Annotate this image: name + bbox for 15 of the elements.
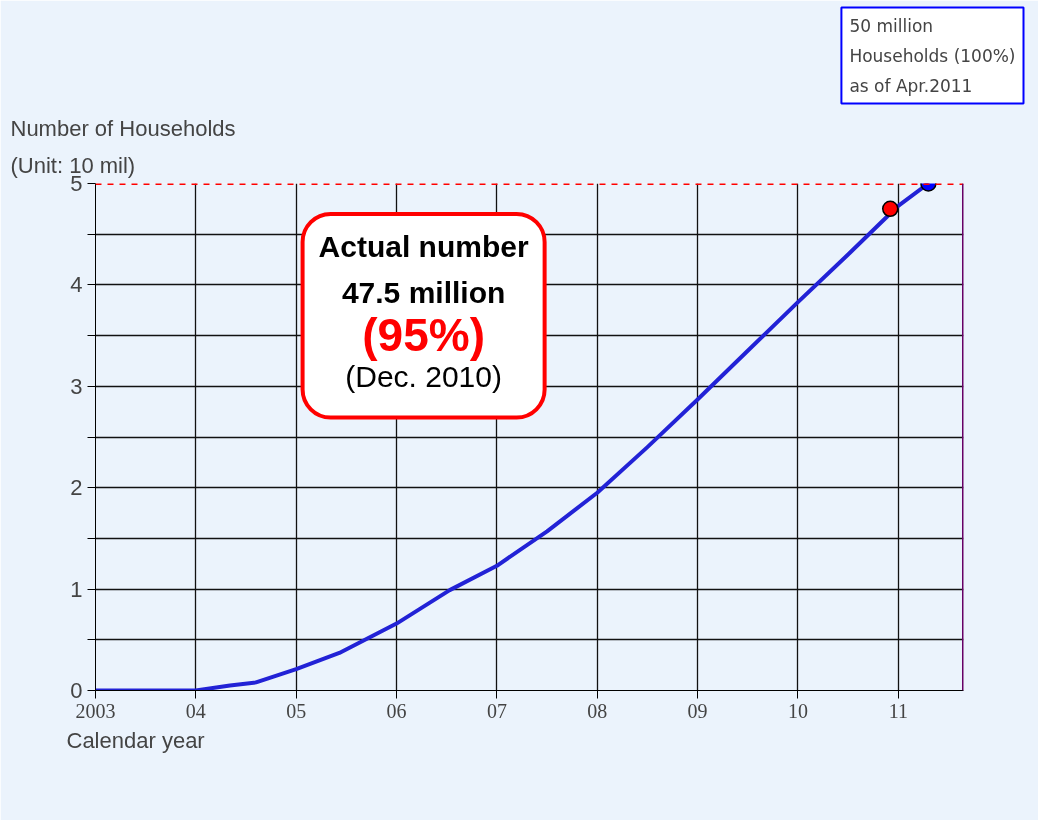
x-tick-label: 08 [587,699,608,722]
text: 50 million Households (100%) as of Apr.2011 [849,15,1016,96]
x-tick-label: 10 [787,699,808,722]
x-tick-label: 09 [687,699,708,722]
x-axis-title: Calendar year [66,727,205,753]
y-tick-label: 2 [70,475,83,501]
x-tick-label: 07 [486,699,507,722]
y-tick-label: 4 [70,272,83,298]
x-tick-label: 05 [286,699,307,722]
x-tick-label: 04 [185,699,206,722]
y-tick-label: 1 [70,576,83,602]
y-tick-label: 3 [70,373,83,399]
x-tick-label: 06 [386,699,407,722]
x-tick-label: 11 [888,699,908,722]
annotation: Actual number 47.5 million (95%) (Dec. 2010) [318,229,529,394]
